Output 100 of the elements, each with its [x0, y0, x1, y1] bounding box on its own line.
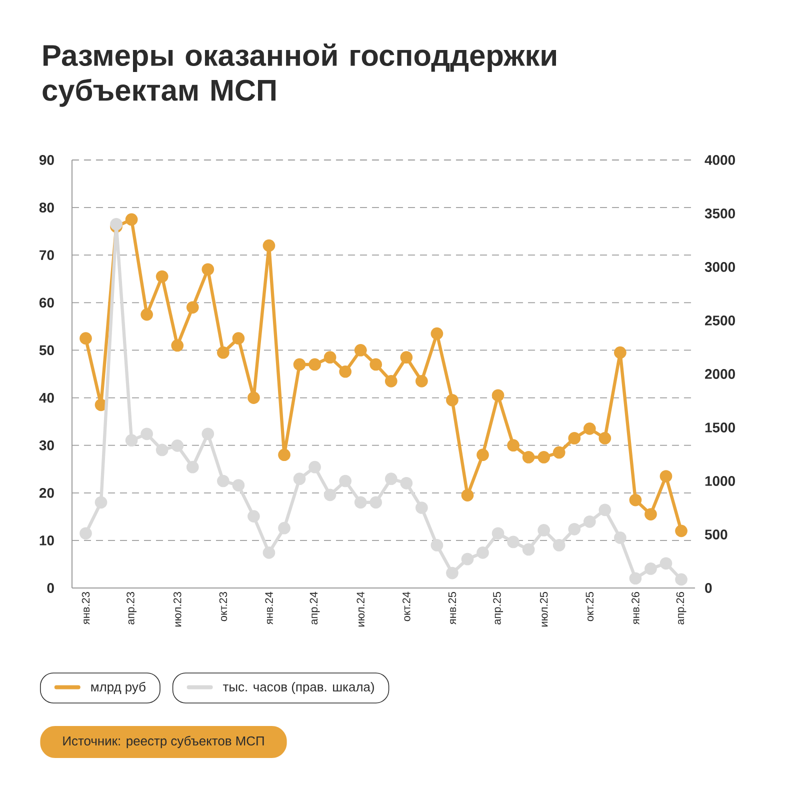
point	[232, 332, 245, 345]
x-tick-label: янв.23	[82, 592, 90, 624]
point	[538, 451, 550, 464]
point	[583, 422, 596, 435]
point	[171, 440, 184, 452]
point	[186, 301, 199, 314]
point	[629, 572, 642, 585]
text: Источник: реестр субъектов МСП	[63, 736, 264, 748]
point	[430, 327, 444, 340]
point	[400, 476, 413, 490]
point	[278, 522, 290, 534]
point	[324, 488, 336, 502]
point	[384, 374, 398, 388]
point	[660, 470, 672, 482]
point	[202, 263, 214, 276]
legend-label: млрд руб	[91, 682, 146, 694]
point	[416, 502, 428, 514]
point	[400, 351, 413, 364]
point	[629, 494, 642, 506]
point	[125, 434, 138, 447]
point	[339, 365, 352, 378]
y2-tick-label: 3000	[704, 262, 735, 272]
y2-tick-label: 500	[704, 530, 728, 540]
point	[324, 351, 336, 364]
point	[80, 332, 92, 345]
x-tick-label: июл.23	[173, 592, 182, 626]
point	[614, 346, 626, 359]
point	[202, 428, 214, 440]
point	[583, 515, 596, 528]
point	[278, 448, 290, 462]
x-tick-label: апр.23	[126, 592, 137, 624]
point	[522, 543, 535, 556]
point	[140, 308, 153, 321]
point	[461, 489, 474, 502]
chart-title: Размеры оказанной господдержки субъектам МСП	[42, 44, 556, 107]
point	[125, 213, 138, 226]
point	[293, 358, 306, 371]
y2-tick-label: 3500	[704, 208, 735, 218]
y-tick-label: 30	[39, 440, 54, 450]
point	[568, 432, 581, 444]
y2-tick-label: 0	[705, 583, 712, 593]
y2-tick-label: 1500	[705, 422, 735, 432]
point	[507, 536, 520, 548]
y-tick-label: 50	[39, 345, 54, 356]
y2-tick-label: 1000	[705, 476, 735, 486]
point	[430, 539, 444, 552]
point	[461, 552, 474, 566]
x-tick-label: апр.26	[676, 592, 686, 624]
point	[660, 557, 672, 570]
x-tick-label: окт.24	[402, 592, 410, 622]
x-tick-label: янв.24	[265, 592, 273, 624]
point	[614, 532, 626, 544]
point	[492, 527, 504, 540]
point	[370, 358, 382, 371]
point	[80, 527, 92, 540]
x-tick-label: апр.24	[310, 592, 320, 624]
point	[552, 539, 566, 552]
point	[339, 474, 352, 488]
x-tick-label: янв.25	[448, 592, 456, 624]
y2-tick-label: 4000	[704, 155, 735, 165]
point	[293, 472, 306, 486]
point	[522, 451, 535, 464]
point	[370, 496, 382, 509]
point	[598, 504, 612, 516]
y-tick-label: 70	[40, 250, 54, 260]
point	[446, 394, 458, 406]
x-tick-label: апр.25	[493, 592, 503, 624]
point	[492, 389, 504, 402]
y-tick-label: 80	[39, 202, 54, 212]
point	[675, 573, 688, 586]
y2-tick-label: 2500	[705, 316, 735, 326]
point	[644, 562, 657, 575]
point	[186, 460, 199, 474]
point	[262, 546, 276, 559]
y-tick-label: 40	[39, 392, 54, 403]
point	[354, 344, 367, 356]
point	[94, 496, 108, 509]
x-tick-label: окт.23	[219, 592, 228, 622]
y-tick-label: 90	[39, 155, 54, 165]
y-tick-label: 20	[39, 488, 54, 498]
point	[248, 392, 260, 404]
x-tick-label: окт.25	[586, 592, 594, 622]
point	[308, 460, 321, 474]
point	[598, 432, 612, 444]
point	[110, 218, 122, 230]
point	[476, 448, 489, 462]
point	[644, 508, 657, 520]
point	[156, 270, 168, 283]
point	[416, 374, 428, 388]
point	[156, 444, 168, 456]
legend-label: тыс. часов (прав. шкала)	[223, 682, 374, 694]
point	[248, 510, 260, 522]
point	[538, 524, 550, 536]
point	[232, 479, 245, 492]
y-tick-label: 0	[47, 583, 54, 593]
point	[216, 346, 230, 359]
x-tick-label: янв.26	[632, 592, 640, 624]
point	[446, 566, 458, 580]
y-tick-label: 10	[40, 535, 54, 546]
point	[476, 546, 489, 559]
